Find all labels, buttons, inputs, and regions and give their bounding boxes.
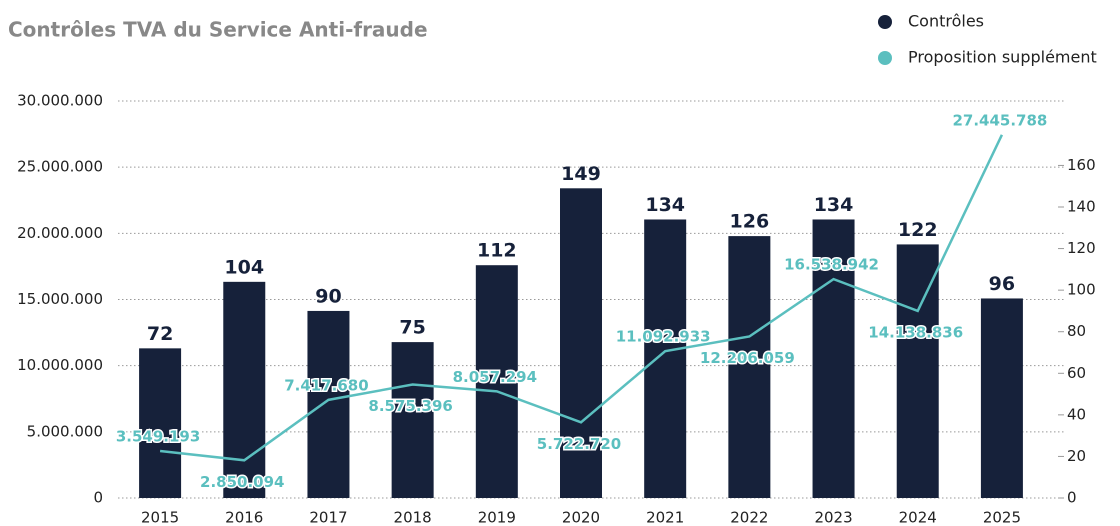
bar [139, 348, 182, 498]
bar-value-label: 126 [730, 211, 770, 233]
line-value-label: 5.722.720 [537, 435, 621, 453]
x-tick-label: 2015 [141, 509, 179, 526]
bar [560, 188, 602, 498]
line-value-label: 16.538.942 [784, 256, 879, 274]
y2-tick-label: 120 [1067, 239, 1096, 257]
y-tick-label: 0 [93, 489, 103, 507]
line-value-label: 11.092.933 [616, 328, 711, 346]
bar-value-label: 122 [898, 219, 938, 241]
y2-tick-label: 100 [1067, 281, 1096, 299]
y-tick-label: 10.000.000 [17, 356, 103, 374]
bar-value-label: 149 [561, 163, 601, 185]
y2-tick-label: 0 [1067, 489, 1077, 507]
bar [475, 265, 518, 498]
chart-title: Contrôles TVA du Service Anti-fraude [8, 18, 428, 42]
y-tick-label: 25.000.000 [17, 158, 103, 176]
line-value-label: 8.575.396 [368, 397, 452, 415]
x-tick-label: 2018 [394, 509, 432, 526]
legend-marker [878, 15, 892, 29]
x-tick-label: 2019 [478, 509, 516, 526]
line-value-label: 27.445.788 [952, 111, 1047, 129]
x-tick-label: 2022 [730, 509, 768, 526]
bar-value-label: 134 [645, 194, 685, 216]
y-tick-label: 5.000.000 [27, 422, 103, 440]
bar-value-label: 112 [477, 240, 517, 262]
y2-tick-label: 160 [1067, 156, 1096, 174]
line-value-label: 12.206.059 [700, 349, 795, 367]
bar-value-label: 134 [814, 194, 854, 216]
y-tick-label: 20.000.000 [17, 224, 103, 242]
y2-tick-label: 20 [1067, 447, 1086, 465]
x-tick-label: 2023 [814, 509, 852, 526]
bar-value-label: 90 [315, 285, 341, 307]
bar [391, 342, 434, 498]
x-tick-label: 2024 [899, 509, 937, 526]
bar [812, 219, 855, 498]
y-tick-label: 30.000.000 [17, 92, 103, 110]
legend-label: Proposition supplément [908, 48, 1097, 67]
bar [896, 244, 939, 498]
bar-value-label: 72 [147, 323, 173, 345]
y-tick-label: 15.000.000 [17, 290, 103, 308]
bar [980, 298, 1023, 498]
line [159, 134, 1004, 462]
line-value-label: 14.138.836 [868, 323, 963, 341]
line-value-label: 7.417.680 [284, 376, 368, 394]
legend-label: Contrôles [908, 12, 984, 31]
bar [728, 236, 771, 498]
legend-marker [878, 51, 892, 65]
x-tick-label: 2020 [562, 509, 600, 526]
bar [223, 281, 266, 498]
y2-tick-label: 80 [1067, 322, 1086, 340]
bar-value-label: 104 [224, 256, 264, 278]
y2-tick-label: 40 [1067, 405, 1086, 423]
line-value-label: 2.850.094 [200, 473, 284, 491]
y2-tick-label: 140 [1067, 198, 1096, 216]
y2-tick-label: 60 [1067, 364, 1086, 382]
x-tick-label: 2021 [646, 509, 684, 526]
bar [307, 310, 350, 498]
bar-value-label: 75 [399, 317, 425, 339]
line-value-label: 3.549.193 [116, 428, 200, 446]
bar-value-label: 96 [989, 273, 1015, 295]
x-tick-label: 2017 [309, 509, 347, 526]
x-tick-label: 2025 [983, 509, 1021, 526]
line-value-label: 8.057.294 [453, 368, 537, 386]
bar [644, 219, 687, 498]
x-tick-label: 2016 [225, 509, 263, 526]
